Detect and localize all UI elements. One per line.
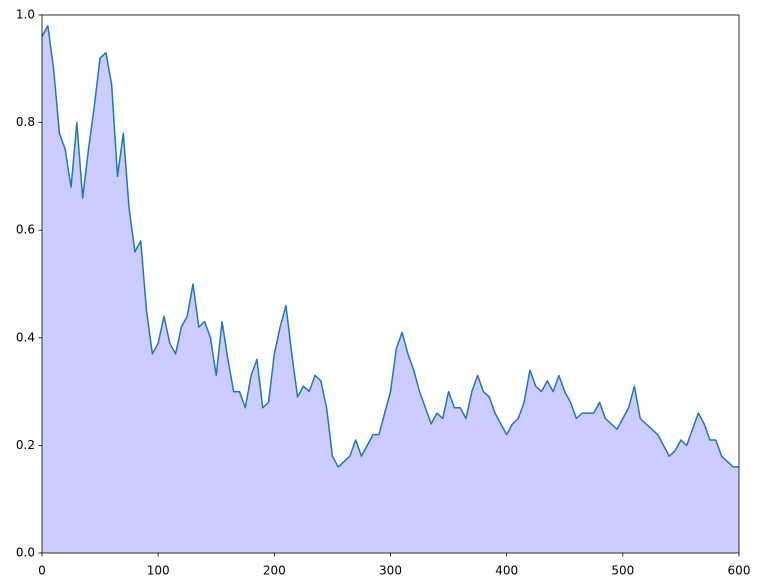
y-tick-label: 0.2 — [16, 438, 35, 452]
x-tick-label: 600 — [728, 564, 751, 578]
area-fill — [42, 25, 739, 553]
x-tick-label: 500 — [611, 564, 634, 578]
line — [41, 25, 739, 468]
y-tick-label: 1.0 — [16, 8, 35, 22]
x-tick-label: 100 — [147, 564, 170, 578]
y-tick-label: 0.6 — [16, 223, 35, 237]
y-tick-label: 0.0 — [16, 546, 35, 560]
x-tick-label: 0 — [38, 564, 46, 578]
y-tick-label: 0.8 — [16, 115, 35, 129]
x-tick-label: 400 — [495, 564, 518, 578]
y-tick-label: 0.4 — [16, 330, 35, 344]
x-tick-label: 200 — [263, 564, 286, 578]
x-tick-label: 300 — [379, 564, 402, 578]
